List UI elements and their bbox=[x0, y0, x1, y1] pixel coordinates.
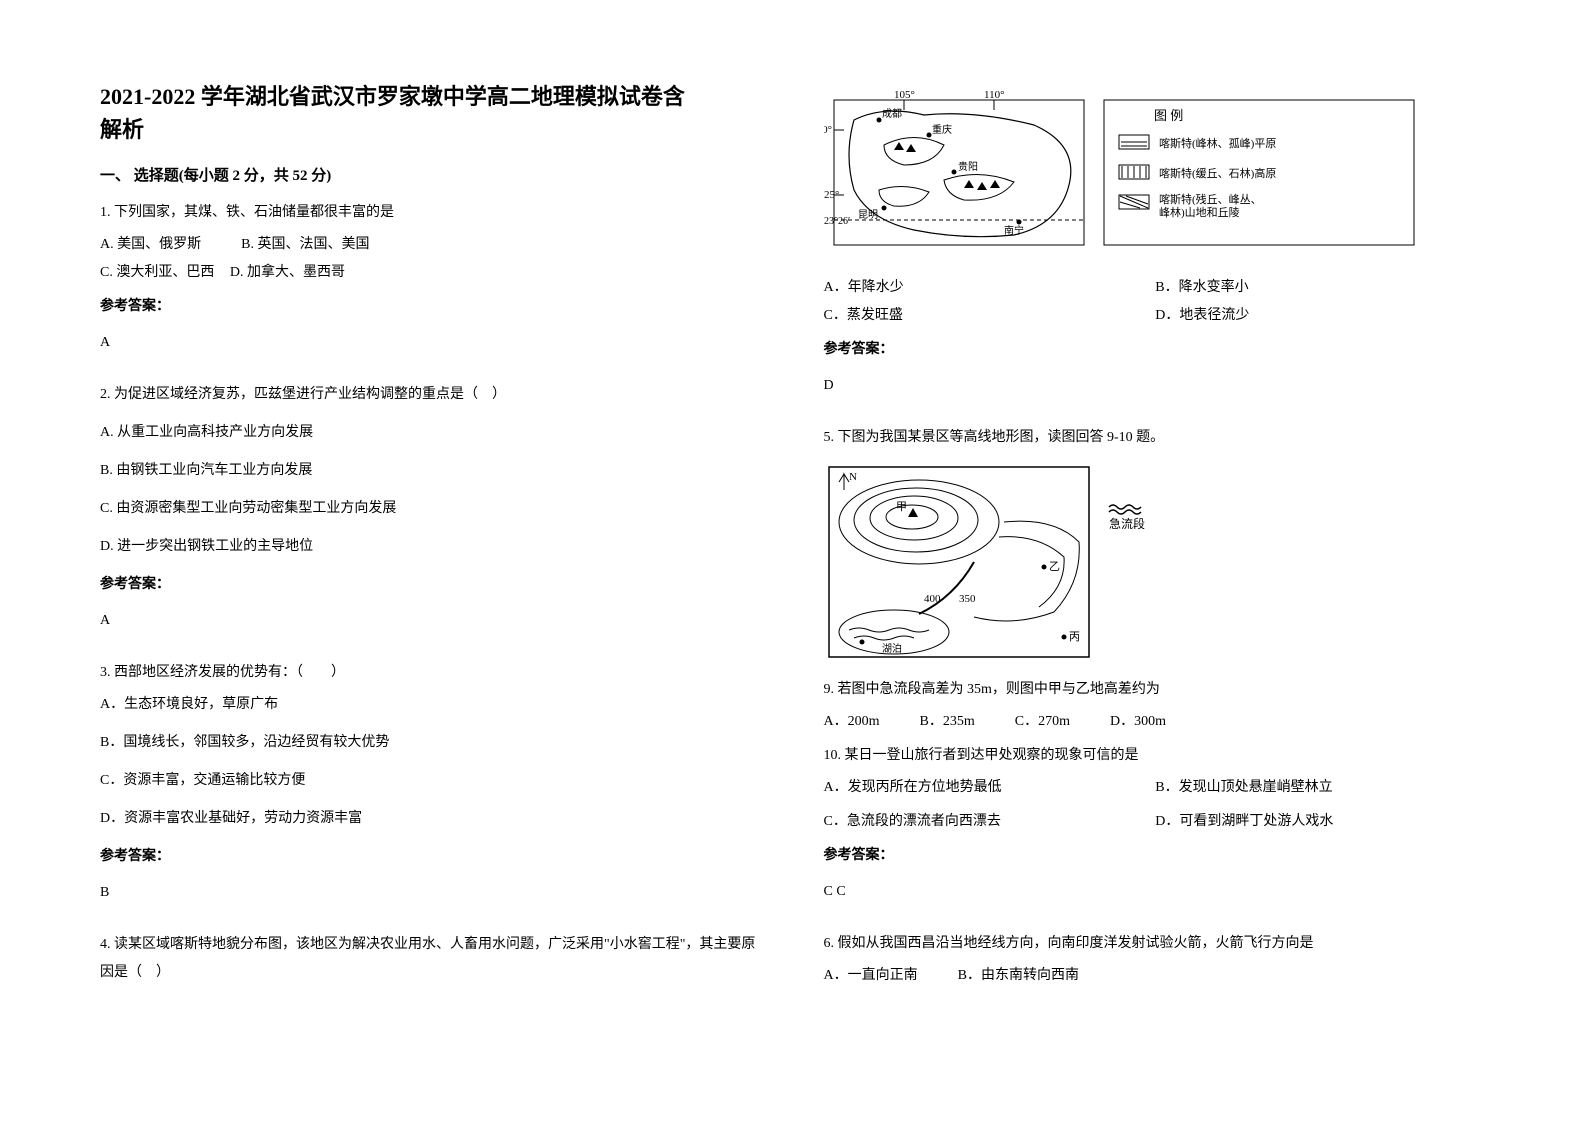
q4-ans: D bbox=[824, 372, 1488, 400]
left-column: 2021-2022 学年湖北省武汉市罗家墩中学高二地理模拟试卷含 解析 一、 选… bbox=[100, 80, 764, 1082]
jia-label: 甲 bbox=[896, 501, 907, 513]
city-chongqing: 重庆 bbox=[932, 123, 952, 136]
q5-sub10: 10. 某日一登山旅行者到达甲处观察的现象可信的是 bbox=[824, 742, 1488, 770]
legend-3a: 喀斯特(残丘、峰丛、 bbox=[1159, 192, 1262, 206]
q4-opt-d: D．地表径流少 bbox=[1155, 302, 1487, 330]
q6-opt-b: B．由东南转向西南 bbox=[958, 962, 1079, 990]
q4-figure: 105° 110° 30° 25° 23°26′ 成都 重庆 贵阳 昆明 南宁 … bbox=[824, 90, 1488, 260]
lat-23-label: 23°26′ bbox=[824, 216, 850, 227]
lake-label: 湖泊 bbox=[882, 643, 902, 655]
q5-10d: D．可看到湖畔丁处游人戏水 bbox=[1155, 808, 1487, 836]
q1-row2: C. 澳大利亚、巴西 D. 加拿大、墨西哥 bbox=[100, 259, 764, 287]
q3-stem: 3. 西部地区经济发展的优势有：（ ） bbox=[100, 659, 764, 687]
q5-9a: A．200m bbox=[824, 708, 880, 736]
question-5: 5. 下图为我国某景区等高线地形图，读图回答 9-10 题。 N 甲 bbox=[824, 424, 1488, 914]
page-title: 2021-2022 学年湖北省武汉市罗家墩中学高二地理模拟试卷含 解析 bbox=[100, 80, 764, 146]
q1-ans: A bbox=[100, 329, 764, 357]
q2-opt-b: B. 由钢铁工业向汽车工业方向发展 bbox=[100, 457, 764, 485]
section-1-head: 一、 选择题(每小题 2 分，共 52 分) bbox=[100, 164, 764, 185]
q2-opt-d: D. 进一步突出钢铁工业的主导地位 bbox=[100, 533, 764, 561]
city-chengdu: 成都 bbox=[882, 108, 902, 120]
rapids-label: 急流段 bbox=[1109, 516, 1145, 531]
q2-opt-c: C. 由资源密集型工业向劳动密集型工业方向发展 bbox=[100, 495, 764, 523]
q2-opt-a: A. 从重工业向高科技产业方向发展 bbox=[100, 419, 764, 447]
q4-stem: 4. 读某区域喀斯特地貌分布图，该地区为解决农业用水、人畜用水问题，广泛采用"小… bbox=[100, 931, 764, 987]
city-kunming: 昆明 bbox=[858, 209, 878, 221]
q5-9b: B．235m bbox=[920, 708, 975, 736]
q1-stem: 1. 下列国家，其煤、铁、石油储量都很丰富的是 bbox=[100, 199, 764, 227]
city-nanning: 南宁 bbox=[1004, 224, 1024, 237]
lon-110-label: 110° bbox=[984, 90, 1005, 101]
q5-ans-head: 参考答案： bbox=[824, 842, 1488, 870]
q5-ans: C C bbox=[824, 878, 1488, 906]
q4-opt-c: C．蒸发旺盛 bbox=[824, 302, 1156, 330]
q5-stem: 5. 下图为我国某景区等高线地形图，读图回答 9-10 题。 bbox=[824, 424, 1488, 452]
q4-opt-b: B．降水变率小 bbox=[1155, 274, 1487, 302]
yi-label: 乙 bbox=[1049, 560, 1060, 573]
lon-105-label: 105° bbox=[894, 90, 915, 101]
q4-ans-head: 参考答案： bbox=[824, 336, 1488, 364]
question-2: 2. 为促进区域经济复苏，匹兹堡进行产业结构调整的重点是（ ） A. 从重工业向… bbox=[100, 381, 764, 643]
q3-opt-d: D．资源丰富农业基础好，劳动力资源丰富 bbox=[100, 805, 764, 833]
q5-sub9-opts: A．200m B．235m C．270m D．300m bbox=[824, 708, 1488, 736]
question-1: 1. 下列国家，其煤、铁、石油储量都很丰富的是 A. 美国、俄罗斯 B. 英国、… bbox=[100, 199, 764, 365]
question-4-opts: A．年降水少 B．降水变率小 C．蒸发旺盛 D．地表径流少 参考答案： D bbox=[824, 274, 1488, 408]
q1-opt-b: B. 英国、法国、美国 bbox=[241, 231, 369, 259]
title-line-2: 解析 bbox=[100, 117, 144, 142]
q3-ans-head: 参考答案： bbox=[100, 843, 764, 871]
h350-label: 350 bbox=[959, 593, 976, 605]
q6-stem: 6. 假如从我国西昌沿当地经线方向，向南印度洋发射试验火箭，火箭飞行方向是 bbox=[824, 930, 1488, 958]
q1-opt-c: C. 澳大利亚、巴西 bbox=[100, 265, 214, 280]
q2-ans-head: 参考答案： bbox=[100, 571, 764, 599]
q1-ans-head: 参考答案： bbox=[100, 293, 764, 321]
q2-ans: A bbox=[100, 607, 764, 635]
q3-opt-a: A．生态环境良好，草原广布 bbox=[100, 691, 764, 719]
legend-1: 喀斯特(峰林、孤峰)平原 bbox=[1159, 136, 1276, 150]
h400-label: 400 bbox=[924, 593, 941, 605]
q5-sub9: 9. 若图中急流段高差为 35m，则图中甲与乙地高差约为 bbox=[824, 676, 1488, 704]
question-3: 3. 西部地区经济发展的优势有：（ ） A．生态环境良好，草原广布 B．国境线长… bbox=[100, 659, 764, 915]
right-column: 105° 110° 30° 25° 23°26′ 成都 重庆 贵阳 昆明 南宁 … bbox=[824, 80, 1488, 1082]
lat-25-label: 25° bbox=[824, 189, 839, 201]
q5-10b: B．发现山顶处悬崖峭壁林立 bbox=[1155, 774, 1487, 802]
q1-opt-d: D. 加拿大、墨西哥 bbox=[230, 265, 345, 280]
q5-9c: C．270m bbox=[1015, 708, 1070, 736]
q5-10c: C．急流段的漂流者向西漂去 bbox=[824, 808, 1156, 836]
bing-label: 丙 bbox=[1069, 631, 1080, 643]
q2-stem: 2. 为促进区域经济复苏，匹兹堡进行产业结构调整的重点是（ ） bbox=[100, 381, 764, 409]
q3-opt-b: B．国境线长，邻国较多，沿边经贸有较大优势 bbox=[100, 729, 764, 757]
q3-opt-c: C．资源丰富，交通运输比较方便 bbox=[100, 767, 764, 795]
question-4-stem: 4. 读某区域喀斯特地貌分布图，该地区为解决农业用水、人畜用水问题，广泛采用"小… bbox=[100, 931, 764, 991]
title-line-1: 2021-2022 学年湖北省武汉市罗家墩中学高二地理模拟试卷含 bbox=[100, 84, 685, 109]
q3-ans: B bbox=[100, 879, 764, 907]
legend-2: 喀斯特(缓丘、石林)高原 bbox=[1159, 166, 1276, 180]
legend-3b: 峰林)山地和丘陵 bbox=[1159, 205, 1240, 219]
city-guiyang: 贵阳 bbox=[958, 160, 978, 173]
q5-figure: N 甲 湖泊 400 350 bbox=[824, 462, 1488, 662]
q5-10a: A．发现丙所在方位地势最低 bbox=[824, 774, 1156, 802]
q1-opt-a: A. 美国、俄罗斯 bbox=[100, 231, 201, 259]
north-label: N bbox=[849, 471, 857, 483]
legend-title: 图 例 bbox=[1154, 108, 1183, 123]
q4-opt-a: A．年降水少 bbox=[824, 274, 1156, 302]
q6-opts: A．一直向正南 B．由东南转向西南 bbox=[824, 962, 1488, 990]
question-6: 6. 假如从我国西昌沿当地经线方向，向南印度洋发射试验火箭，火箭飞行方向是 A．… bbox=[824, 930, 1488, 990]
q1-row1: A. 美国、俄罗斯 B. 英国、法国、美国 bbox=[100, 231, 764, 259]
lat-30-label: 30° bbox=[824, 124, 832, 136]
q5-9d: D．300m bbox=[1110, 708, 1166, 736]
q6-opt-a: A．一直向正南 bbox=[824, 962, 918, 990]
